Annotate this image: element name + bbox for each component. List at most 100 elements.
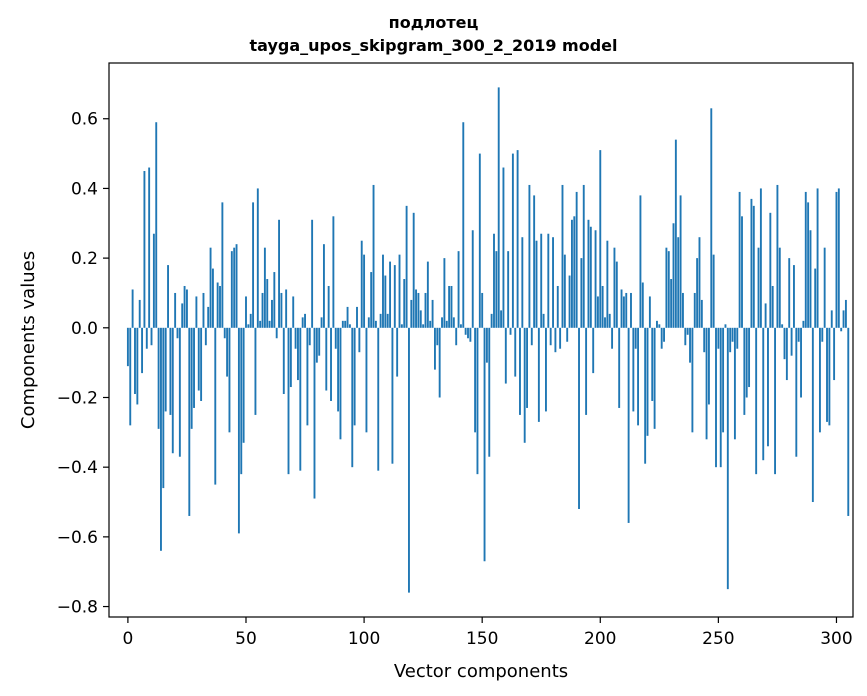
bar-205 bbox=[611, 327, 614, 349]
x-tick-label: 150 bbox=[466, 629, 498, 649]
bar-202 bbox=[604, 317, 606, 328]
bar-108 bbox=[382, 254, 384, 328]
bar-116 bbox=[400, 324, 403, 328]
bar-260 bbox=[741, 216, 743, 328]
bar-30 bbox=[197, 327, 200, 391]
bar-149 bbox=[478, 153, 481, 328]
y-tick-label: −0.4 bbox=[57, 458, 98, 478]
bar-209 bbox=[620, 289, 623, 328]
bar-249 bbox=[715, 327, 717, 468]
bar-78 bbox=[311, 219, 314, 328]
bar-255 bbox=[729, 327, 732, 353]
bar-199 bbox=[596, 296, 599, 328]
bar-23 bbox=[181, 303, 184, 328]
bar-183 bbox=[559, 327, 562, 349]
bar-70 bbox=[292, 296, 295, 328]
x-tick-label: 0 bbox=[122, 629, 133, 649]
bar-244 bbox=[703, 327, 706, 353]
bar-267 bbox=[757, 247, 760, 328]
bar-185 bbox=[563, 254, 566, 328]
bar-6 bbox=[141, 327, 144, 374]
bar-241 bbox=[696, 258, 699, 328]
bar-142 bbox=[462, 122, 465, 328]
bar-12 bbox=[155, 122, 158, 328]
bar-174 bbox=[537, 327, 540, 422]
bar-160 bbox=[504, 327, 507, 384]
bar-248 bbox=[712, 254, 715, 328]
bar-135 bbox=[445, 320, 448, 328]
bar-8 bbox=[145, 327, 148, 349]
bar-61 bbox=[271, 299, 273, 328]
bar-15 bbox=[162, 327, 165, 489]
bar-252 bbox=[722, 327, 725, 433]
bar-285 bbox=[800, 327, 802, 398]
bar-99 bbox=[360, 240, 363, 328]
bar-138 bbox=[452, 317, 455, 328]
bar-143 bbox=[464, 327, 467, 335]
bar-182 bbox=[556, 285, 559, 328]
bar-265 bbox=[752, 205, 755, 328]
bar-83 bbox=[322, 244, 325, 328]
bar-280 bbox=[788, 258, 791, 328]
bar-25 bbox=[186, 289, 188, 328]
bar-215 bbox=[634, 327, 637, 349]
bar-220 bbox=[646, 327, 649, 436]
bar-137 bbox=[450, 285, 453, 328]
bar-214 bbox=[632, 327, 635, 412]
bar-134 bbox=[443, 258, 446, 328]
bar-171 bbox=[530, 327, 533, 346]
bar-302 bbox=[840, 327, 843, 332]
bar-17 bbox=[167, 265, 169, 328]
bar-208 bbox=[618, 327, 621, 408]
bar-154 bbox=[490, 313, 493, 328]
bar-52 bbox=[249, 313, 252, 328]
bar-204 bbox=[608, 313, 611, 328]
bar-58 bbox=[263, 247, 266, 328]
bar-122 bbox=[415, 289, 417, 328]
bar-85 bbox=[327, 285, 330, 328]
bar-256 bbox=[731, 327, 734, 342]
bar-51 bbox=[247, 324, 250, 328]
bar-94 bbox=[348, 324, 351, 328]
x-tick-label: 200 bbox=[584, 629, 616, 649]
plot-frame bbox=[108, 62, 854, 618]
bar-284 bbox=[797, 327, 800, 342]
bar-292 bbox=[816, 188, 819, 328]
bar-55 bbox=[256, 188, 259, 328]
bar-266 bbox=[755, 327, 758, 475]
bar-254 bbox=[726, 327, 729, 590]
bar-10 bbox=[150, 327, 153, 346]
bar-48 bbox=[240, 327, 243, 475]
bar-31 bbox=[200, 327, 203, 401]
bar-287 bbox=[804, 191, 807, 328]
bar-67 bbox=[285, 289, 288, 328]
bar-173 bbox=[535, 240, 538, 328]
bar-303 bbox=[842, 310, 845, 328]
bar-181 bbox=[554, 327, 557, 353]
bar-38 bbox=[216, 282, 219, 328]
bar-240 bbox=[693, 292, 696, 328]
bar-91 bbox=[341, 320, 344, 328]
bar-53 bbox=[252, 202, 255, 328]
bar-148 bbox=[476, 327, 479, 475]
bar-9 bbox=[148, 167, 151, 328]
bar-210 bbox=[622, 296, 625, 328]
bar-103 bbox=[370, 272, 373, 328]
bar-218 bbox=[641, 282, 644, 328]
bar-2 bbox=[131, 289, 134, 328]
bar-118 bbox=[405, 205, 408, 328]
bar-219 bbox=[644, 327, 647, 464]
bar-159 bbox=[502, 167, 505, 328]
bar-203 bbox=[606, 240, 609, 328]
bar-239 bbox=[691, 327, 694, 433]
bar-18 bbox=[169, 327, 172, 415]
chart-title-line2: tayga_upos_skipgram_300_2_2019 model bbox=[249, 36, 618, 55]
bar-65 bbox=[280, 292, 283, 328]
bar-262 bbox=[745, 327, 748, 398]
y-axis-ticks: −0.8 −0.6 −0.4 −0.2 0.0 0.2 0.4 0.6 bbox=[57, 110, 109, 618]
y-axis-label: Components values bbox=[18, 251, 39, 429]
bar-197 bbox=[592, 327, 595, 374]
bar-80 bbox=[315, 327, 318, 363]
bar-161 bbox=[507, 251, 510, 328]
bar-259 bbox=[738, 191, 741, 328]
